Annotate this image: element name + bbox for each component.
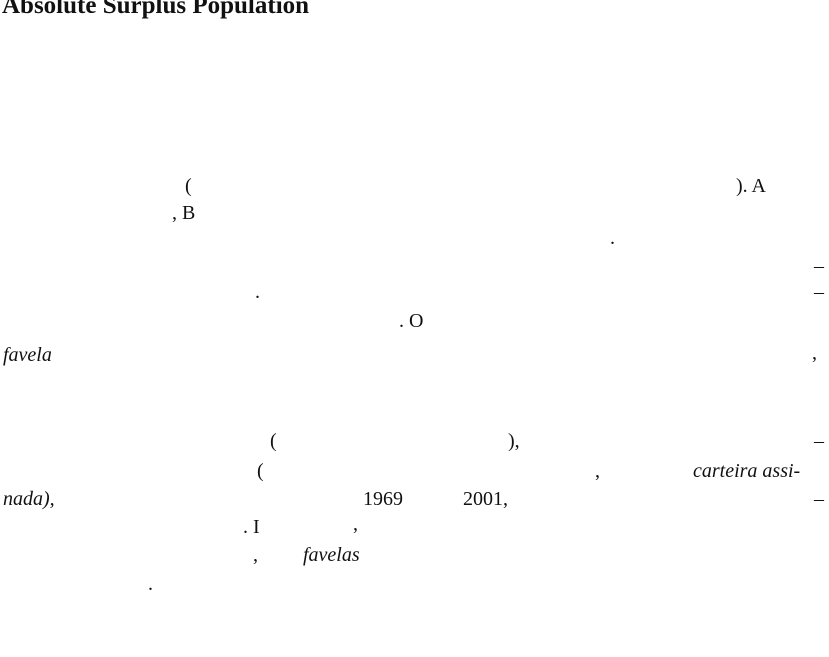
text-fragment: ). A bbox=[736, 175, 766, 197]
text-fragment: – bbox=[814, 255, 824, 277]
text-fragment: . bbox=[610, 227, 615, 249]
text-fragment: – bbox=[814, 281, 824, 303]
text-fragment: , bbox=[353, 513, 358, 535]
text-fragment: ), bbox=[508, 430, 520, 452]
text-fragment: favelas bbox=[303, 544, 360, 566]
text-fragment: , bbox=[812, 342, 817, 364]
text-fragment: favela bbox=[3, 344, 52, 366]
text-fragment: carteira assi- bbox=[693, 460, 801, 482]
text-fragment: . bbox=[148, 573, 153, 595]
text-fragment: ( bbox=[257, 460, 264, 482]
text-fragment: 1969 bbox=[363, 488, 403, 510]
section-title: Absolute Surplus Population bbox=[2, 0, 310, 19]
text-fragment: , B bbox=[172, 202, 196, 224]
text-fragment: – bbox=[814, 488, 824, 510]
text-fragment: . O bbox=[399, 310, 424, 332]
text-fragment: , bbox=[595, 460, 600, 482]
text-fragment: . I bbox=[243, 516, 260, 538]
text-fragment: – bbox=[814, 430, 824, 452]
text-fragment: ( bbox=[185, 175, 192, 197]
text-fragment: , bbox=[253, 544, 258, 566]
text-fragment: . bbox=[255, 281, 260, 303]
text-fragment: 2001, bbox=[463, 488, 508, 510]
text-fragment: nada), bbox=[3, 488, 55, 510]
text-fragment: ( bbox=[270, 430, 277, 452]
